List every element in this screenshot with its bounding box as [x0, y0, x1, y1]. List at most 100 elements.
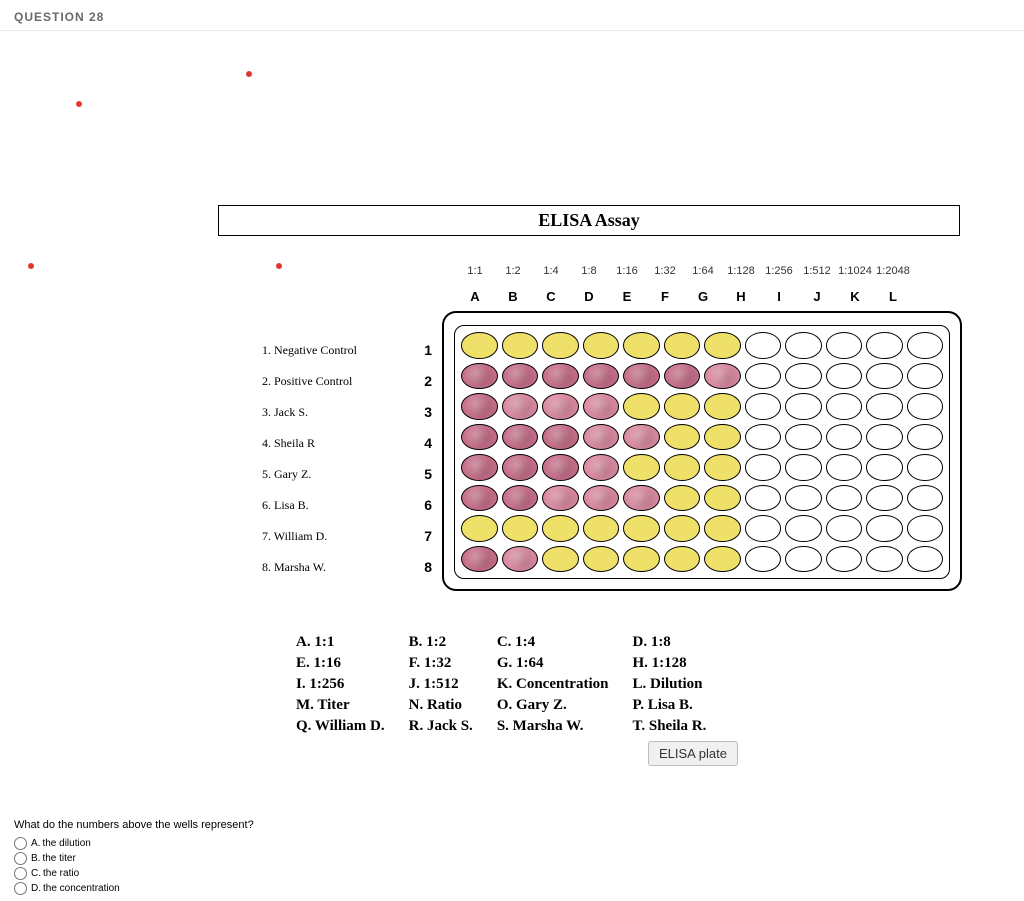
well	[502, 485, 539, 512]
answer-radio[interactable]	[14, 837, 27, 850]
row-label: 3. Jack S.	[262, 397, 357, 428]
well	[461, 546, 498, 573]
well	[664, 363, 701, 390]
answer-letter: D.	[31, 883, 41, 894]
well	[583, 546, 620, 573]
well	[745, 393, 782, 420]
row-labels: 1. Negative Control2. Positive Control3.…	[262, 335, 357, 583]
well	[826, 393, 863, 420]
well	[704, 485, 741, 512]
well	[704, 332, 741, 359]
annotation-dot	[276, 263, 282, 269]
well	[826, 454, 863, 481]
row-number: 3	[418, 397, 432, 428]
well	[623, 454, 660, 481]
well	[704, 454, 741, 481]
well	[745, 363, 782, 390]
answer-key-cell: F. 1:32	[409, 654, 495, 673]
well	[502, 332, 539, 359]
well	[745, 454, 782, 481]
well	[542, 424, 579, 451]
well	[866, 424, 903, 451]
well	[664, 393, 701, 420]
column-letters-row: ABCDEFGHIJKL	[456, 289, 912, 304]
well	[583, 332, 620, 359]
column-letter: K	[836, 289, 874, 304]
row-label: 4. Sheila R	[262, 428, 357, 459]
well	[623, 485, 660, 512]
answer-radio[interactable]	[14, 852, 27, 865]
tooltip-text: ELISA plate	[659, 746, 727, 761]
column-letter: B	[494, 289, 532, 304]
well	[745, 485, 782, 512]
row-number: 2	[418, 366, 432, 397]
answer-key-cell: H. 1:128	[632, 654, 728, 673]
well	[826, 424, 863, 451]
well	[502, 393, 539, 420]
dilution-label: 1:128	[722, 265, 760, 277]
well	[664, 424, 701, 451]
well	[461, 332, 498, 359]
row-number: 4	[418, 428, 432, 459]
answer-key-cell: N. Ratio	[409, 696, 495, 715]
well	[664, 515, 701, 542]
dilution-label: 1:32	[646, 265, 684, 277]
well	[583, 393, 620, 420]
answer-option[interactable]: D.the concentration	[14, 882, 254, 895]
row-label: 8. Marsha W.	[262, 552, 357, 583]
tooltip-elisa-plate: ELISA plate	[648, 741, 738, 766]
assay-title-box: ELISA Assay	[218, 205, 960, 236]
column-letter: C	[532, 289, 570, 304]
answer-option[interactable]: C.the ratio	[14, 867, 254, 880]
answer-key-cell: T. Sheila R.	[632, 717, 728, 736]
well	[542, 332, 579, 359]
well	[785, 363, 822, 390]
question-label: QUESTION 28	[14, 10, 104, 24]
well	[866, 393, 903, 420]
dilution-label: 1:2	[494, 265, 532, 277]
row-label: 1. Negative Control	[262, 335, 357, 366]
question-block: What do the numbers above the wells repr…	[14, 819, 254, 897]
dilution-label: 1:1	[456, 265, 494, 277]
question-prompt: What do the numbers above the wells repr…	[14, 819, 254, 831]
well	[704, 363, 741, 390]
answer-key-cell: S. Marsha W.	[497, 717, 631, 736]
annotation-dot	[28, 263, 34, 269]
well	[542, 546, 579, 573]
well	[542, 363, 579, 390]
answer-option[interactable]: A.the dilution	[14, 837, 254, 850]
answer-key-cell: G. 1:64	[497, 654, 631, 673]
well	[785, 515, 822, 542]
annotation-dot	[76, 101, 82, 107]
well	[623, 332, 660, 359]
row-label: 2. Positive Control	[262, 366, 357, 397]
well	[583, 454, 620, 481]
answer-key-cell: M. Titer	[296, 696, 407, 715]
well	[502, 424, 539, 451]
well	[866, 546, 903, 573]
answer-option[interactable]: B.the titer	[14, 852, 254, 865]
answer-key-cell: K. Concentration	[497, 675, 631, 694]
well	[461, 515, 498, 542]
well	[907, 546, 944, 573]
answer-radio[interactable]	[14, 882, 27, 895]
well	[704, 515, 741, 542]
well	[785, 424, 822, 451]
dilution-label: 1:4	[532, 265, 570, 277]
canvas: ELISA Assay 1:11:21:41:81:161:321:641:12…	[0, 31, 1024, 901]
well	[907, 363, 944, 390]
well	[866, 485, 903, 512]
column-letter: A	[456, 289, 494, 304]
well	[461, 424, 498, 451]
answer-text: the concentration	[43, 883, 120, 894]
well	[907, 515, 944, 542]
row-number: 5	[418, 459, 432, 490]
well	[826, 363, 863, 390]
column-letter: D	[570, 289, 608, 304]
well	[826, 485, 863, 512]
well	[745, 546, 782, 573]
answer-radio[interactable]	[14, 867, 27, 880]
well	[826, 332, 863, 359]
column-letter: J	[798, 289, 836, 304]
answer-text: the dilution	[42, 838, 90, 849]
